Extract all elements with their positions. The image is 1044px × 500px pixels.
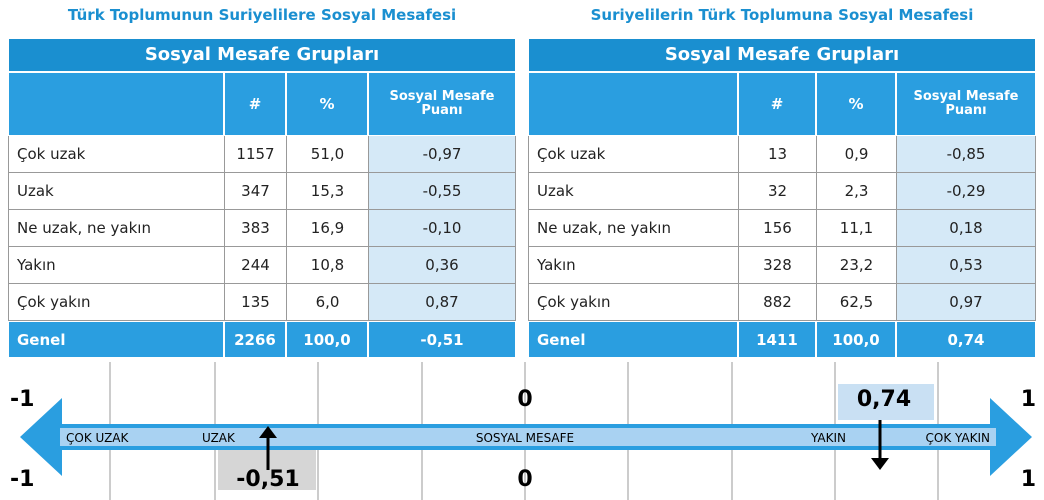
header-cell (8, 72, 224, 136)
cell: -0,97 (368, 136, 516, 173)
table-row: Yakın 244 10,8 0,36 (8, 247, 516, 284)
header-cell: # (224, 72, 286, 136)
cell: 2,3 (816, 173, 896, 210)
arrow-band (60, 428, 996, 446)
cell: 347 (224, 173, 286, 210)
cell: 1157 (224, 136, 286, 173)
cell: -0,10 (368, 210, 516, 247)
header-row: #% Sosyal Mesafe Puanı (528, 72, 1036, 136)
group-header: Sosyal Mesafe Grupları (8, 38, 516, 72)
cell: 0,9 (816, 136, 896, 173)
pointers (259, 420, 889, 470)
cell: 2266 (224, 321, 286, 358)
group-header: Sosyal Mesafe Grupları (528, 38, 1036, 72)
cell: 16,9 (286, 210, 368, 247)
table-title: Türk Toplumunun Suriyelilere Sosyal Mesa… (67, 6, 457, 24)
cell: 0,87 (368, 284, 516, 321)
scale-label: -1 (10, 467, 34, 492)
cell: 328 (738, 247, 816, 284)
scale-label: 0,74 (857, 387, 911, 412)
table-title: Suriyelilerin Türk Toplumuna Sosyal Mesa… (590, 6, 974, 24)
header-cell (528, 72, 738, 136)
table-row: Uzak 32 2,3 -0,29 (528, 173, 1036, 210)
scale-label: 1 (1021, 467, 1036, 492)
table-row: Çok yakın 882 62,5 0,97 (528, 284, 1036, 321)
cell: 15,3 (286, 173, 368, 210)
cell: 383 (224, 210, 286, 247)
cell: Yakın (528, 247, 738, 284)
cell: Uzak (528, 173, 738, 210)
table: Sosyal Mesafe Grupları #% Sosyal Mesafe Pu… (528, 38, 1036, 358)
cell: 135 (224, 284, 286, 321)
cell: 13 (738, 136, 816, 173)
highlight (838, 384, 934, 420)
scale-label: -1 (10, 387, 34, 412)
table-row: Genel 1411 100,0 0,74 (528, 321, 1036, 358)
table-row: Çok yakın 135 6,0 0,87 (8, 284, 516, 321)
cell: -0,29 (896, 173, 1036, 210)
cell: Ne uzak, ne yakın (8, 210, 224, 247)
scale-label: 0 (517, 387, 532, 412)
cell: 1411 (738, 321, 816, 358)
table-row: Uzak 347 15,3 -0,55 (8, 173, 516, 210)
cell: 10,8 (286, 247, 368, 284)
scale-label: SOSYAL MESAFE (476, 431, 574, 445)
cell: 32 (738, 173, 816, 210)
cell: 23,2 (816, 247, 896, 284)
table-row: Genel 2266 100,0 -0,51 (8, 321, 516, 358)
table-row: Yakın 328 23,2 0,53 (528, 247, 1036, 284)
scale-label: UZAK (202, 431, 236, 445)
table-row: Ne uzak, ne yakın 156 11,1 0,18 (528, 210, 1036, 247)
cell: 156 (738, 210, 816, 247)
cell: 51,0 (286, 136, 368, 173)
cell: 0,74 (896, 321, 1036, 358)
table-row: Çok uzak 1157 51,0 -0,97 (8, 136, 516, 173)
table: Sosyal Mesafe Grupları #% Sosyal Mesafe Pu… (8, 38, 516, 358)
cell: Genel (528, 321, 738, 358)
cell: -0,51 (368, 321, 516, 358)
cell: -0,85 (896, 136, 1036, 173)
header-cell: Sosyal Mesafe Puanı (896, 72, 1036, 136)
scale-label: -0,51 (236, 467, 299, 492)
cell: 11,1 (816, 210, 896, 247)
header-row: #% Sosyal Mesafe Puanı (8, 72, 516, 136)
cell: Çok yakın (528, 284, 738, 321)
cell: Ne uzak, ne yakın (528, 210, 738, 247)
cell: 100,0 (286, 321, 368, 358)
header-cell: % (816, 72, 896, 136)
header-cell: # (738, 72, 816, 136)
cell: Çok uzak (528, 136, 738, 173)
cell: 6,0 (286, 284, 368, 321)
table-row: Ne uzak, ne yakın 383 16,9 -0,10 (8, 210, 516, 247)
scale-label: YAKIN (810, 431, 846, 445)
cell: 882 (738, 284, 816, 321)
cell: -0,55 (368, 173, 516, 210)
cell: Uzak (8, 173, 224, 210)
scale-label: ÇOK UZAK (66, 431, 130, 445)
cell: 0,18 (896, 210, 1036, 247)
scale-label: ÇOK YAKIN (926, 431, 991, 445)
scale-label: 0 (517, 467, 532, 492)
cell: Genel (8, 321, 224, 358)
table-row: Çok uzak 13 0,9 -0,85 (528, 136, 1036, 173)
cell: 0,36 (368, 247, 516, 284)
cell: 62,5 (816, 284, 896, 321)
scale: -1 0 0,74 1 -1 -0,51 0 1 ÇOK UZAK UZAK SOSYAL MESA… (10, 362, 1036, 500)
scale-label: 1 (1021, 387, 1036, 412)
cell: Çok uzak (8, 136, 224, 173)
cell: 244 (224, 247, 286, 284)
cell: 0,53 (896, 247, 1036, 284)
cell: 100,0 (816, 321, 896, 358)
cell: 0,97 (896, 284, 1036, 321)
cell: Yakın (8, 247, 224, 284)
header-cell: % (286, 72, 368, 136)
header-cell: Sosyal Mesafe Puanı (368, 72, 516, 136)
cell: Çok yakın (8, 284, 224, 321)
